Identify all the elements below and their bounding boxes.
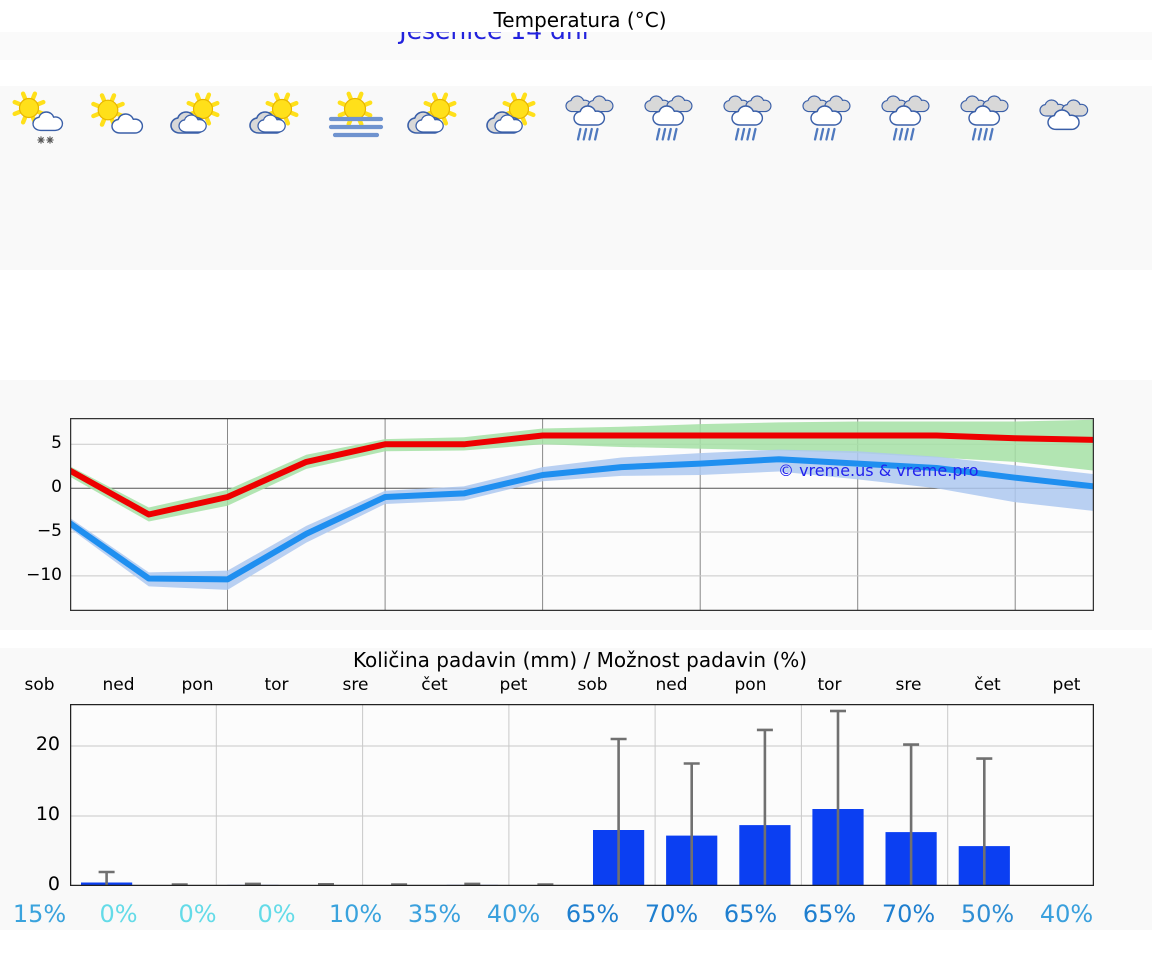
rain-cloud-icon [959, 95, 1009, 141]
precipitation-day-label: pet [1052, 675, 1081, 695]
day-column[interactable] [237, 86, 316, 270]
precipitation-day-label: sre [342, 675, 369, 695]
day-column[interactable] [869, 86, 948, 270]
day-column[interactable] [1027, 86, 1106, 270]
day-column[interactable] [553, 86, 632, 270]
precipitation-probability: 65% [802, 900, 857, 928]
precipitation-day-label: pon [181, 675, 214, 695]
sun-cloud-snow-icon [11, 91, 63, 144]
precipitation-probability-row: 15% 0% 0% 0% 10% 35% 40% 65% 70% 65% 65% 70% 50% 40% [0, 900, 1152, 928]
weather-icon-wrap [246, 90, 308, 144]
precipitation-day-label: čet [421, 675, 448, 695]
precipitation-day-labels: sob ned pon tor sre čet pet sob ned pon tor sre čet p… [0, 675, 1152, 697]
precipitation-y-tick: 10 [35, 803, 60, 825]
daily-forecast-strip [0, 86, 1152, 270]
precipitation-probability: 50% [960, 900, 1015, 928]
precipitation-day-label: tor [817, 675, 842, 695]
day-column[interactable] [632, 86, 711, 270]
day-column[interactable] [948, 86, 1027, 270]
precipitation-day-label: sob [577, 675, 608, 695]
precipitation-chart [70, 704, 1094, 886]
precipitation-y-tick: 20 [35, 733, 60, 755]
temperature-title-backdrop [0, 0, 1152, 32]
weather-icon-wrap [88, 90, 150, 144]
rain-cloud-icon [880, 95, 930, 141]
copyright-text: © vreme.us & vreme.pro [778, 461, 979, 480]
precipitation-probability: 15% [12, 900, 67, 928]
rain-cloud-icon [564, 95, 614, 141]
precipitation-day-label: sre [895, 675, 922, 695]
precipitation-y-tick: 0 [47, 873, 60, 895]
precipitation-day-label: čet [974, 675, 1001, 695]
weather-icon-wrap [483, 90, 545, 144]
precipitation-day-label: tor [264, 675, 289, 695]
cloud-sun-icon [485, 92, 535, 134]
weather-icon-wrap [562, 90, 624, 144]
weather-icon-wrap [1036, 90, 1098, 144]
precipitation-probability: 40% [1039, 900, 1094, 928]
cloud-sun-icon [406, 92, 456, 134]
temperature-y-tick: −5 [36, 521, 62, 542]
precipitation-probability: 65% [565, 900, 620, 928]
precipitation-probability: 35% [407, 900, 462, 928]
page-bottom-spacer [0, 930, 1152, 975]
precipitation-probability: 0% [178, 900, 217, 928]
precipitation-probability: 0% [99, 900, 138, 928]
precipitation-probability: 70% [881, 900, 936, 928]
weather-icon-wrap [9, 90, 71, 144]
sun-cloud-icon [90, 93, 143, 134]
weather-icon-wrap [325, 90, 387, 144]
cloud-sun-icon [248, 92, 298, 134]
day-column[interactable] [395, 86, 474, 270]
precipitation-probability: 10% [328, 900, 383, 928]
temperature-chart-title: Temperatura (°C) [493, 8, 667, 32]
cloud-sun-icon [169, 92, 219, 134]
weather-icon-wrap [720, 90, 782, 144]
precipitation-day-label: ned [102, 675, 135, 695]
weather-icon-wrap [878, 90, 940, 144]
day-column[interactable] [474, 86, 553, 270]
precipitation-day-label: ned [655, 675, 688, 695]
precipitation-probability: 0% [257, 900, 296, 928]
precipitation-title-backdrop [0, 630, 1152, 648]
temperature-chart [70, 418, 1094, 611]
rain-cloud-icon [801, 95, 851, 141]
rain-cloud-icon [722, 95, 772, 141]
weather-icon-wrap [799, 90, 861, 144]
weather-icon-wrap [641, 90, 703, 144]
day-column[interactable] [711, 86, 790, 270]
precipitation-day-label: pon [734, 675, 767, 695]
precipitation-probability: 70% [644, 900, 699, 928]
precipitation-probability: 40% [486, 900, 541, 928]
precipitation-chart-title: Količina padavin (mm) / Možnost padavin … [352, 648, 808, 672]
sun-haze-icon [328, 91, 383, 138]
day-column[interactable] [0, 86, 79, 270]
weather-icon-wrap [404, 90, 466, 144]
cloud-icon [1038, 99, 1088, 131]
precipitation-probability: 65% [723, 900, 778, 928]
temperature-y-tick: 5 [51, 433, 62, 454]
precipitation-day-label: pet [499, 675, 528, 695]
weather-icon-wrap [957, 90, 1019, 144]
rain-cloud-icon [643, 95, 693, 141]
day-column[interactable] [79, 86, 158, 270]
precipitation-day-label: sob [24, 675, 55, 695]
day-column[interactable] [158, 86, 237, 270]
temperature-y-tick: −10 [26, 564, 62, 585]
temperature-y-tick: 0 [51, 477, 62, 498]
day-column[interactable] [790, 86, 869, 270]
day-column[interactable] [316, 86, 395, 270]
weather-icon-wrap [167, 90, 229, 144]
